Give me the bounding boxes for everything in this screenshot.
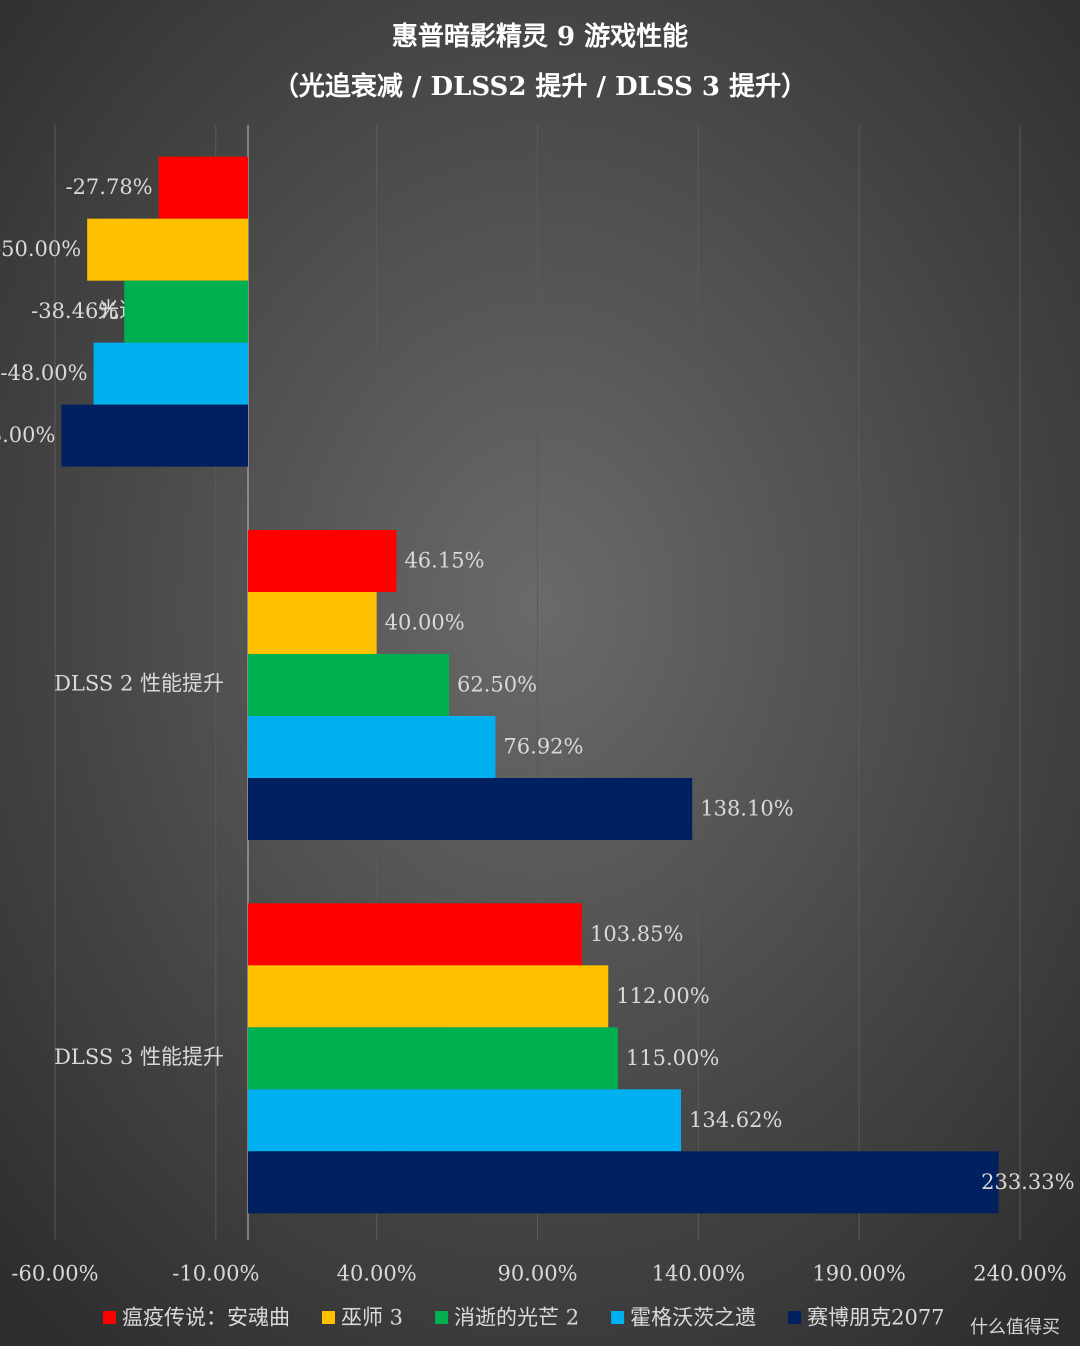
legend-label: 瘟疫传说：安魂曲 [122,1306,290,1330]
data-label: 40.00% [385,611,465,635]
category-label: DLSS 2 性能提升 [54,672,224,696]
bar [248,778,693,840]
data-label: -50.00% [0,237,81,261]
bar [124,280,248,343]
bar [248,716,496,778]
data-label: 76.92% [503,735,583,759]
data-label: 134.62% [689,1108,782,1132]
legend-swatch [322,1311,335,1324]
bar [248,1027,618,1090]
data-label: -27.78% [65,175,152,199]
legend-swatch [788,1311,802,1324]
legend-label: 消逝的光芒 2 [454,1306,579,1330]
bar [61,404,248,467]
x-tick-label: -10.00% [172,1262,259,1286]
data-label: 62.50% [457,673,537,697]
data-label: 138.10% [700,797,793,821]
legend-label: 赛博朋克2077 [807,1306,944,1330]
x-tick-label: 140.00% [652,1262,745,1286]
legend-swatch [103,1311,116,1324]
bar [248,965,609,1028]
data-label: 233.33% [981,1170,1074,1194]
data-label: 112.00% [616,984,709,1008]
watermark: 什么值得买 [970,1317,1060,1338]
x-tick-label: 40.00% [337,1262,417,1286]
data-label: -38.46% [31,299,118,323]
x-tick-label: 240.00% [973,1262,1066,1286]
bar [93,342,248,405]
chart-subtitle: （光追衰减 / DLSS2 提升 / DLSS 3 提升） [273,71,807,102]
bar [248,654,450,716]
legend-label: 巫师 3 [341,1306,403,1330]
category-label: DLSS 3 性能提升 [54,1045,224,1069]
x-tick-label: 190.00% [812,1262,905,1286]
data-label: 46.15% [404,549,484,573]
bar [248,903,583,966]
legend-swatch [435,1311,449,1324]
bar [248,530,397,592]
bar [248,592,377,654]
bar [248,1151,999,1214]
data-label: -58.00% [0,423,55,447]
bar [248,1089,682,1152]
bar [87,218,249,281]
chart-title: 惠普暗影精灵 9 游戏性能 [392,21,688,52]
data-label: 115.00% [626,1046,719,1070]
x-tick-label: -60.00% [11,1262,98,1286]
x-tick-label: 90.00% [497,1262,577,1286]
legend-label: 霍格沃茨之遗 [630,1306,756,1330]
legend-swatch [611,1311,625,1324]
data-label: -48.00% [0,361,87,385]
bar [158,156,248,219]
data-label: 103.85% [590,922,683,946]
